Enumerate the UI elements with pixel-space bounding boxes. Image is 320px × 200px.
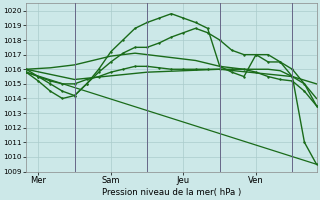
- X-axis label: Pression niveau de la mer( hPa ): Pression niveau de la mer( hPa ): [102, 188, 241, 197]
